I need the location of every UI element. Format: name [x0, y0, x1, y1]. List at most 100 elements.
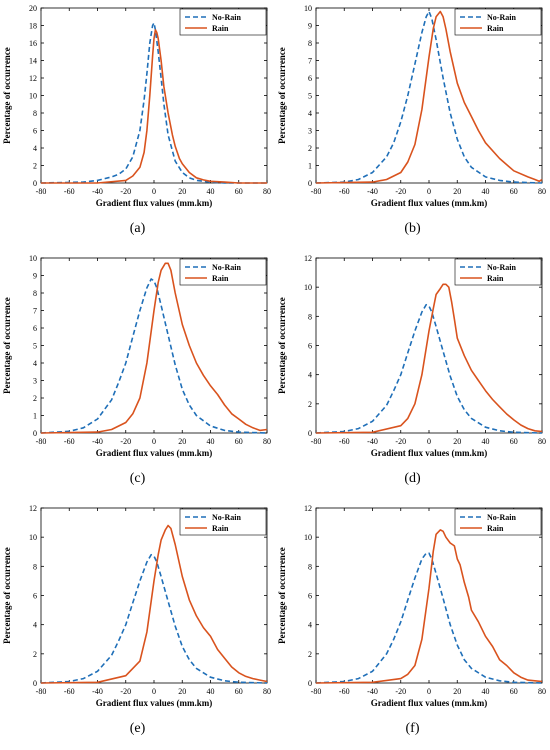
- y-tick-label: 8: [308, 312, 312, 321]
- y-tick-label: 0: [33, 179, 37, 188]
- chart-panel-5: -80 -60 -40 -20 0 20 40 60 80 0 2 4 6 8 10 12 Gradient f…: [0, 500, 275, 750]
- y-axis-label: Percentage of occurrence: [2, 547, 12, 644]
- legend-label: Rain: [212, 274, 229, 283]
- x-tick-label: -80: [36, 187, 47, 196]
- y-tick-label: 2: [33, 394, 37, 403]
- legend-box: [454, 8, 542, 36]
- x-tick-label: -60: [64, 437, 75, 446]
- legend-label: No-Rain: [212, 513, 241, 522]
- y-tick-label: 8: [33, 562, 37, 571]
- legend-box: [179, 8, 267, 36]
- legend-label: Rain: [212, 24, 229, 33]
- y-tick-label: 3: [33, 377, 37, 386]
- x-tick-label: -20: [120, 437, 131, 446]
- x-tick-label: 80: [263, 687, 271, 696]
- x-tick-label: -20: [395, 687, 406, 696]
- series-no-rain-line: [315, 10, 543, 184]
- x-axis-label: Gradient flux values (mm.km): [96, 698, 213, 708]
- y-tick-label: 20: [29, 4, 37, 13]
- y-tick-label: 2: [308, 144, 312, 153]
- y-tick-label: 1: [308, 162, 312, 171]
- x-tick-label: 20: [178, 687, 186, 696]
- chart-svg: -80 -60 -40 -20 0 20 40 60 80 0 1 2 3 4 5 6 7 8 9 10 Gradien…: [2, 254, 271, 458]
- x-tick-label: 0: [152, 437, 156, 446]
- y-tick-label: 10: [304, 533, 312, 542]
- legend-label: No-Rain: [212, 13, 241, 22]
- chart-svg: -80 -60 -40 -20 0 20 40 60 80 0 2 4 6 8 10 12 Gradient f…: [277, 504, 546, 708]
- y-tick-label: 12: [304, 504, 312, 513]
- x-tick-label: 40: [207, 687, 215, 696]
- panel-caption: (a): [129, 221, 146, 236]
- x-tick-label: 0: [427, 437, 431, 446]
- x-tick-label: 40: [207, 437, 215, 446]
- y-tick-label: 7: [308, 57, 312, 66]
- legend-label: Rain: [487, 524, 504, 533]
- legend-label: Rain: [487, 24, 504, 33]
- legend-box: [454, 258, 542, 286]
- x-axis-label: Gradient flux values (mm.km): [371, 448, 488, 458]
- y-tick-label: 3: [308, 127, 312, 136]
- legend-box: [179, 508, 267, 536]
- x-tick-label: -60: [339, 437, 350, 446]
- y-tick-label: 0: [308, 679, 312, 688]
- chart-panel-1: -80 -60 -40 -20 0 20 40 60 80 0 2 4 6 8 10 12 14 16 18 20 Gr…: [0, 0, 275, 250]
- chart-panel-4: -80 -60 -40 -20 0 20 40 60 80 0 2 4 6 8 10 12 Gradient f…: [275, 250, 550, 500]
- x-tick-label: 80: [538, 687, 546, 696]
- x-tick-label: 0: [427, 187, 431, 196]
- x-tick-label: -80: [311, 687, 322, 696]
- x-tick-label: 20: [453, 437, 461, 446]
- panel-caption: (b): [404, 221, 421, 236]
- x-tick-label: 80: [263, 437, 271, 446]
- x-tick-label: 40: [482, 687, 490, 696]
- y-tick-label: 2: [33, 650, 37, 659]
- y-tick-label: 2: [308, 400, 312, 409]
- x-axis-label: Gradient flux values (mm.km): [371, 698, 488, 708]
- y-tick-label: 1: [33, 412, 37, 421]
- x-tick-label: 60: [510, 437, 518, 446]
- y-tick-label: 12: [29, 74, 37, 83]
- series-no-rain-line: [315, 552, 543, 684]
- y-tick-label: 4: [308, 621, 312, 630]
- y-tick-label: 9: [308, 22, 312, 31]
- chart-panel-3: -80 -60 -40 -20 0 20 40 60 80 0 1 2 3 4 5 6 7 8 9 10 Gradien…: [0, 250, 275, 500]
- legend-label: No-Rain: [212, 263, 241, 272]
- x-tick-label: 0: [152, 187, 156, 196]
- x-axis-label: Gradient flux values (mm.km): [371, 198, 488, 208]
- y-tick-label: 4: [33, 621, 37, 630]
- y-axis-label: Percentage of occurrence: [2, 47, 12, 144]
- x-tick-label: 60: [510, 187, 518, 196]
- x-tick-label: -80: [311, 187, 322, 196]
- x-axis-label: Gradient flux values (mm.km): [96, 448, 213, 458]
- x-tick-label: 20: [178, 437, 186, 446]
- y-tick-label: 10: [304, 283, 312, 292]
- y-tick-label: 18: [29, 22, 37, 31]
- x-tick-label: 20: [178, 187, 186, 196]
- legend-label: No-Rain: [487, 513, 516, 522]
- legend-label: Rain: [212, 524, 229, 533]
- y-tick-label: 14: [29, 57, 37, 66]
- x-tick-label: -20: [395, 187, 406, 196]
- y-tick-label: 4: [33, 144, 37, 153]
- series-rain-line: [315, 283, 543, 434]
- x-tick-label: -80: [311, 437, 322, 446]
- x-tick-label: 60: [235, 187, 243, 196]
- chart-panel-2: -80 -60 -40 -20 0 20 40 60 80 0 1 2 3 4 5 6 7 8 9 10 Gradien…: [275, 0, 550, 250]
- series-no-rain-line: [315, 303, 543, 434]
- x-tick-label: -20: [120, 187, 131, 196]
- x-tick-label: 20: [453, 687, 461, 696]
- x-tick-label: -40: [367, 687, 378, 696]
- x-tick-label: 80: [263, 187, 271, 196]
- x-tick-label: 40: [207, 187, 215, 196]
- chart-svg: -80 -60 -40 -20 0 20 40 60 80 0 1 2 3 4 5 6 7 8 9 10 Gradien…: [277, 4, 546, 208]
- y-tick-label: 10: [29, 92, 37, 101]
- y-tick-label: 2: [33, 162, 37, 171]
- y-tick-label: 8: [33, 289, 37, 298]
- y-axis-label: Percentage of occurrence: [277, 547, 287, 644]
- x-tick-label: -60: [64, 187, 75, 196]
- y-tick-label: 9: [33, 272, 37, 281]
- y-tick-label: 0: [308, 179, 312, 188]
- x-tick-label: 80: [538, 187, 546, 196]
- chart-svg: -80 -60 -40 -20 0 20 40 60 80 0 2 4 6 8 10 12 Gradient f…: [2, 504, 271, 708]
- y-tick-label: 10: [29, 533, 37, 542]
- series-rain-line: [315, 10, 543, 184]
